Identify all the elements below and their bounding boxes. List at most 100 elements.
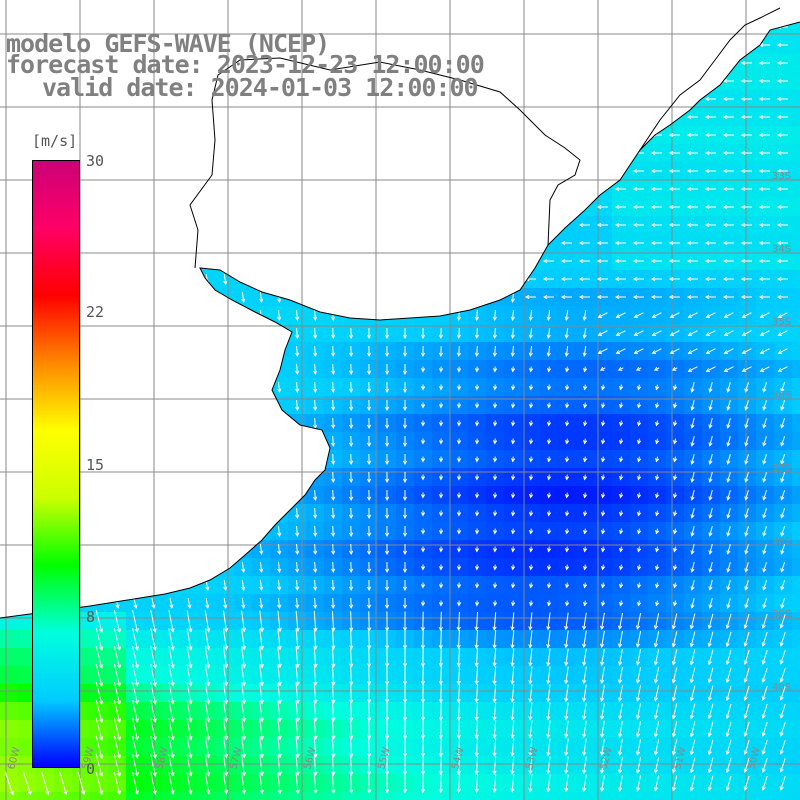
wind-arrow [673, 564, 678, 571]
wind-arrow [618, 384, 624, 391]
wind-arrow [704, 294, 716, 300]
wind-arrow [723, 348, 734, 354]
wind-arrow [420, 474, 426, 481]
wind-arrow [582, 345, 587, 357]
wind-arrow [726, 490, 731, 501]
wind-arrow [492, 402, 498, 409]
wind-arrow [546, 420, 552, 427]
wind-arrow [780, 562, 786, 573]
wind-arrow [402, 773, 408, 794]
wind-arrow [420, 564, 426, 571]
wind-arrow [690, 382, 695, 393]
wind-arrow [726, 436, 731, 447]
wind-arrow [438, 420, 444, 427]
wind-arrow [617, 738, 623, 757]
wind-arrow [546, 309, 551, 321]
valid-date: valid date: 2024-01-03 12:00:00 [42, 73, 479, 102]
wind-arrow [744, 382, 749, 393]
wind-arrow [331, 701, 336, 722]
wind-arrow [510, 309, 515, 322]
wind-arrow [686, 204, 698, 210]
wind-arrow [205, 597, 210, 609]
wind-arrow [596, 276, 608, 282]
wind-arrow [349, 737, 354, 758]
wind-arrow [653, 366, 660, 371]
wind-arrow [582, 366, 588, 373]
wind-arrow [780, 418, 786, 429]
wind-arrow [704, 276, 716, 282]
wind-arrow [761, 631, 768, 647]
wind-arrow [474, 402, 480, 409]
wind-arrow [582, 702, 587, 721]
wind-arrow [456, 564, 462, 571]
wind-arrow [560, 294, 572, 300]
wind-arrow [402, 525, 408, 538]
wind-arrow [186, 772, 193, 795]
wind-arrow [582, 612, 587, 631]
wind-arrow [277, 543, 282, 556]
wind-arrow [420, 582, 426, 589]
wind-arrow [438, 366, 444, 373]
wind-arrow [438, 474, 444, 481]
wind-arrow [528, 582, 534, 589]
wind-arrow [655, 402, 660, 409]
wind-arrow [546, 528, 552, 535]
wind-arrow [331, 327, 336, 340]
wind-arrow [348, 561, 354, 574]
wind-arrow [456, 438, 462, 445]
wind-arrow [635, 775, 642, 792]
wind-arrow [614, 276, 626, 282]
wind-arrow [744, 562, 749, 573]
wind-arrow [686, 294, 698, 300]
wind-arrow [313, 309, 318, 322]
wind-arrow [707, 613, 714, 630]
wind-arrow [510, 738, 515, 757]
wind-arrow [599, 366, 606, 371]
wind-arrow [578, 222, 590, 228]
wind-arrow [113, 627, 122, 651]
wind-arrow [600, 546, 606, 553]
wind-arrow [168, 628, 175, 651]
wind-arrow [492, 612, 497, 631]
wind-arrow [546, 438, 552, 445]
wind-arrow [331, 683, 336, 704]
wind-arrow [600, 384, 606, 391]
wind-arrow [546, 510, 552, 517]
wind-arrow [59, 771, 68, 796]
wind-arrow [726, 598, 731, 609]
wind-arrow [528, 456, 534, 463]
wind-arrow [779, 776, 786, 791]
wind-arrow [655, 546, 660, 553]
wind-arrow [438, 683, 443, 704]
wind-arrow [474, 629, 479, 650]
wind-arrow [113, 699, 122, 723]
wind-arrow [331, 611, 336, 632]
wind-arrow [313, 597, 318, 610]
wind-arrow [313, 345, 318, 358]
wind-arrow [633, 348, 644, 354]
wind-arrow [546, 474, 552, 481]
wind-arrow [474, 420, 480, 427]
wind-arrow [564, 612, 569, 631]
wind-arrow [618, 510, 624, 517]
wind-arrow [384, 597, 390, 610]
wind-arrow [722, 258, 734, 264]
wind-arrow [474, 345, 479, 358]
wind-arrow [367, 773, 372, 794]
wind-arrow [474, 564, 480, 571]
wind-arrow [384, 773, 390, 794]
wind-arrow [204, 718, 211, 741]
wind-arrow [618, 564, 624, 571]
wind-arrow [348, 597, 354, 610]
wind-arrow [331, 399, 336, 412]
wind-arrow [528, 600, 534, 607]
wind-arrow [295, 507, 300, 520]
wind-arrow [313, 772, 318, 795]
wind-arrow [456, 701, 461, 722]
wind-arrow [564, 648, 569, 667]
wind-arrow [331, 597, 336, 610]
wind-arrow [546, 666, 551, 685]
wind-arrow [510, 564, 516, 571]
wind-arrow [295, 363, 300, 376]
wind-arrow [690, 526, 695, 537]
